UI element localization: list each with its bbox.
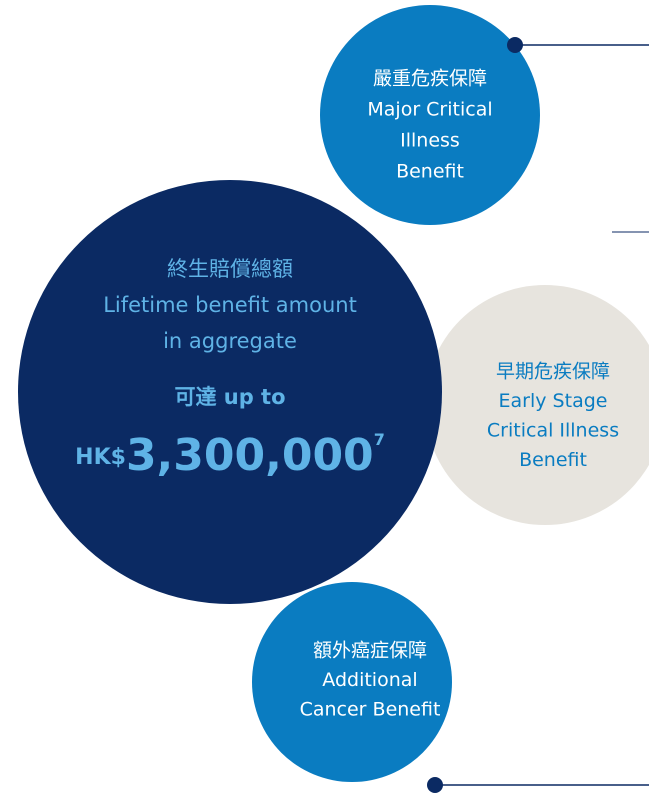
lifetime-label: Lifetime benefit amount [103, 293, 357, 317]
early-label: 早期危疾保障 [496, 361, 610, 383]
cancer-circle [252, 582, 452, 782]
major-label: Illness [400, 130, 460, 152]
up-to: 可達 up to [174, 385, 285, 409]
early-label: Critical Illness [487, 420, 619, 442]
major-label: 嚴重危疾保障 [373, 68, 487, 90]
footnote: 7 [374, 430, 385, 449]
early-label: Early Stage [499, 390, 608, 412]
major-circle [320, 5, 540, 225]
prefix-zh: 可達 [174, 385, 216, 409]
labels: 嚴重危疾保障 Major Critical Illness Benefit 早期危疾保障… [103, 68, 619, 721]
connector-dot [507, 37, 523, 53]
cancer-label: Cancer Benefit [300, 699, 441, 721]
lifetime-label: in aggregate [163, 329, 297, 353]
cancer-label: Additional [322, 669, 417, 691]
amount: HK$3,300,0007 [75, 430, 385, 482]
connector-dot [427, 777, 443, 793]
major-label: Benefit [396, 161, 464, 183]
cancer-label: 額外癌症保障 [313, 640, 427, 662]
early-stage-circle [425, 285, 649, 525]
amount-value: 3,300,000 [126, 430, 374, 481]
currency: HK$ [75, 445, 126, 470]
lifetime-label: 終生賠償總額 [167, 257, 293, 281]
early-label: Benefit [519, 449, 587, 471]
prefix-en: up to [224, 385, 286, 409]
lifetime-circle [18, 180, 442, 604]
major-label: Major Critical [367, 99, 492, 121]
